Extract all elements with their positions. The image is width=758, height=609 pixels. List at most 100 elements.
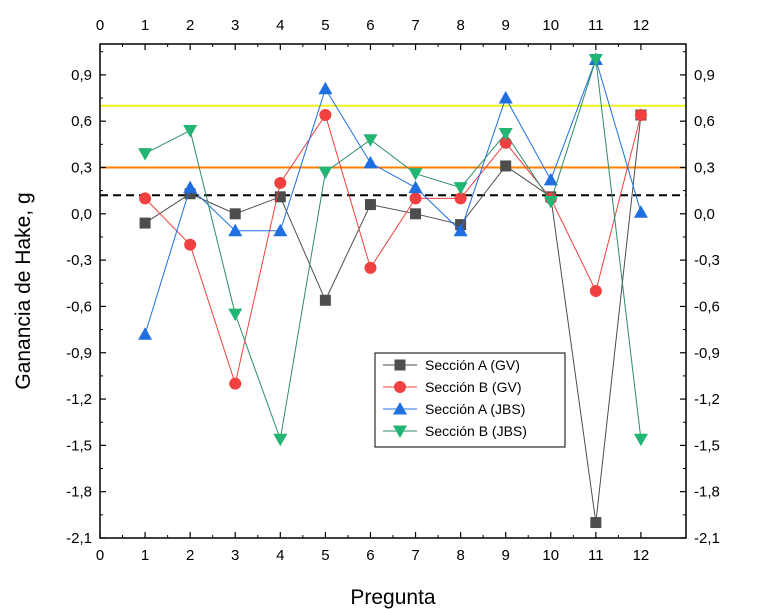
data-point bbox=[543, 172, 558, 186]
data-point bbox=[139, 192, 152, 205]
data-point bbox=[633, 433, 648, 447]
x-tick-label-top: 5 bbox=[321, 17, 329, 34]
data-point bbox=[543, 195, 558, 209]
data-point bbox=[273, 433, 288, 447]
legend-swatch-marker bbox=[394, 359, 406, 371]
x-tick-label-bottom: 6 bbox=[366, 547, 374, 564]
x-tick-label-top: 12 bbox=[633, 17, 650, 34]
data-point bbox=[364, 199, 376, 211]
x-tick-label-bottom: 2 bbox=[186, 547, 194, 564]
reference-lines bbox=[100, 104, 686, 197]
legend-swatch-marker bbox=[393, 402, 407, 415]
data-point bbox=[634, 109, 647, 122]
y-tick-label-right: -1,8 bbox=[694, 484, 720, 501]
data-point bbox=[138, 327, 153, 340]
x-tick-label-bottom: 5 bbox=[321, 547, 329, 564]
legend-entry: Sección A (GV) bbox=[383, 357, 520, 373]
legend-swatch-marker bbox=[393, 425, 407, 438]
data-point bbox=[363, 134, 378, 147]
data-point bbox=[228, 308, 243, 322]
x-tick-label-top: 9 bbox=[502, 17, 510, 34]
x-tick-label-bottom: 7 bbox=[411, 547, 419, 564]
legend-label: Sección A (GV) bbox=[425, 357, 520, 373]
y-tick-label-left: -0,9 bbox=[66, 345, 92, 362]
data-point bbox=[408, 168, 423, 181]
y-tick-label-left: -1,5 bbox=[66, 437, 92, 454]
data-point bbox=[499, 136, 512, 149]
y-tick-label-right: -1,5 bbox=[694, 437, 720, 454]
x-tick-label-top: 6 bbox=[366, 17, 374, 34]
y-axis-title: Ganancia de Hake, g bbox=[12, 192, 35, 389]
data-point bbox=[454, 192, 467, 205]
series-layer bbox=[138, 52, 648, 529]
x-tick-label-top: 7 bbox=[411, 17, 419, 34]
legend-label: Sección B (JBS) bbox=[425, 423, 527, 439]
y-tick-label-right: -0,3 bbox=[694, 252, 720, 269]
x-tick-label-top: 4 bbox=[276, 17, 284, 34]
data-point bbox=[453, 182, 468, 195]
series-line bbox=[144, 114, 642, 523]
x-tick-label-bottom: 10 bbox=[542, 547, 559, 564]
x-tick-label-bottom: 8 bbox=[456, 547, 464, 564]
axis-ticks bbox=[99, 44, 686, 539]
y-tick-label-left: -1,8 bbox=[66, 484, 92, 501]
y-tick-label-right: -2,1 bbox=[694, 530, 720, 547]
data-point bbox=[588, 53, 603, 67]
data-point bbox=[589, 285, 602, 297]
data-point bbox=[363, 155, 378, 169]
data-point bbox=[229, 377, 242, 390]
data-point bbox=[184, 188, 196, 200]
x-tick-label-bottom: 4 bbox=[276, 547, 284, 564]
data-point bbox=[318, 81, 333, 95]
data-point bbox=[498, 91, 513, 104]
data-point bbox=[139, 217, 151, 229]
y-tick-label-left: 0,0 bbox=[71, 206, 92, 223]
data-point bbox=[500, 160, 512, 172]
data-point bbox=[229, 208, 241, 220]
series-4 bbox=[138, 53, 648, 447]
x-tick-label-top: 8 bbox=[456, 17, 464, 34]
data-point bbox=[274, 191, 286, 203]
legend: Sección A (GV) Sección B (GV) Sección A (J… bbox=[374, 352, 566, 448]
data-point bbox=[633, 205, 648, 218]
data-point bbox=[409, 192, 422, 205]
x-tick-label-bottom: 3 bbox=[231, 547, 239, 564]
data-point bbox=[184, 238, 197, 251]
y-tick-label-right: 0,6 bbox=[694, 113, 715, 130]
x-tick-label-top: 0 bbox=[96, 17, 104, 34]
legend-entry: Sección A (JBS) bbox=[383, 401, 525, 417]
series-2 bbox=[139, 109, 647, 390]
data-point bbox=[319, 109, 332, 122]
x-tick-label-bottom: 1 bbox=[141, 547, 149, 564]
data-point bbox=[318, 166, 333, 180]
y-tick-label-right: -0,9 bbox=[694, 345, 720, 362]
data-point bbox=[498, 128, 513, 141]
y-tick-label-right: 0,3 bbox=[694, 160, 715, 177]
x-tick-label-bottom: 0 bbox=[96, 547, 104, 564]
series-line bbox=[144, 57, 642, 335]
y-tick-label-left: -0,3 bbox=[66, 252, 92, 269]
y-tick-label-left: 0,9 bbox=[71, 67, 92, 84]
y-tick-label-left: 0,6 bbox=[71, 113, 92, 130]
data-point bbox=[408, 180, 423, 194]
legend-entry: Sección B (GV) bbox=[383, 379, 521, 395]
series-1 bbox=[139, 109, 647, 529]
y-tick-label-right: 0,0 bbox=[694, 206, 715, 223]
data-point bbox=[183, 124, 198, 138]
y-tick-label-left: -2,1 bbox=[66, 530, 92, 547]
x-tick-label-top: 2 bbox=[186, 17, 194, 34]
x-tick-label-bottom: 9 bbox=[502, 547, 510, 564]
data-point bbox=[453, 223, 468, 237]
x-tick-label-top: 3 bbox=[231, 17, 239, 34]
data-point bbox=[183, 180, 198, 194]
y-tick-label-left: -0,6 bbox=[66, 298, 92, 315]
data-point bbox=[138, 148, 153, 161]
data-point bbox=[364, 261, 377, 274]
legend-entry: Sección B (JBS) bbox=[383, 423, 527, 439]
x-tick-label-top: 10 bbox=[542, 17, 559, 34]
x-axis-title: Pregunta bbox=[350, 586, 436, 609]
legend-label: Sección B (GV) bbox=[425, 379, 521, 395]
x-tick-label-top: 1 bbox=[141, 17, 149, 34]
y-tick-label-left: 0,3 bbox=[71, 160, 92, 177]
